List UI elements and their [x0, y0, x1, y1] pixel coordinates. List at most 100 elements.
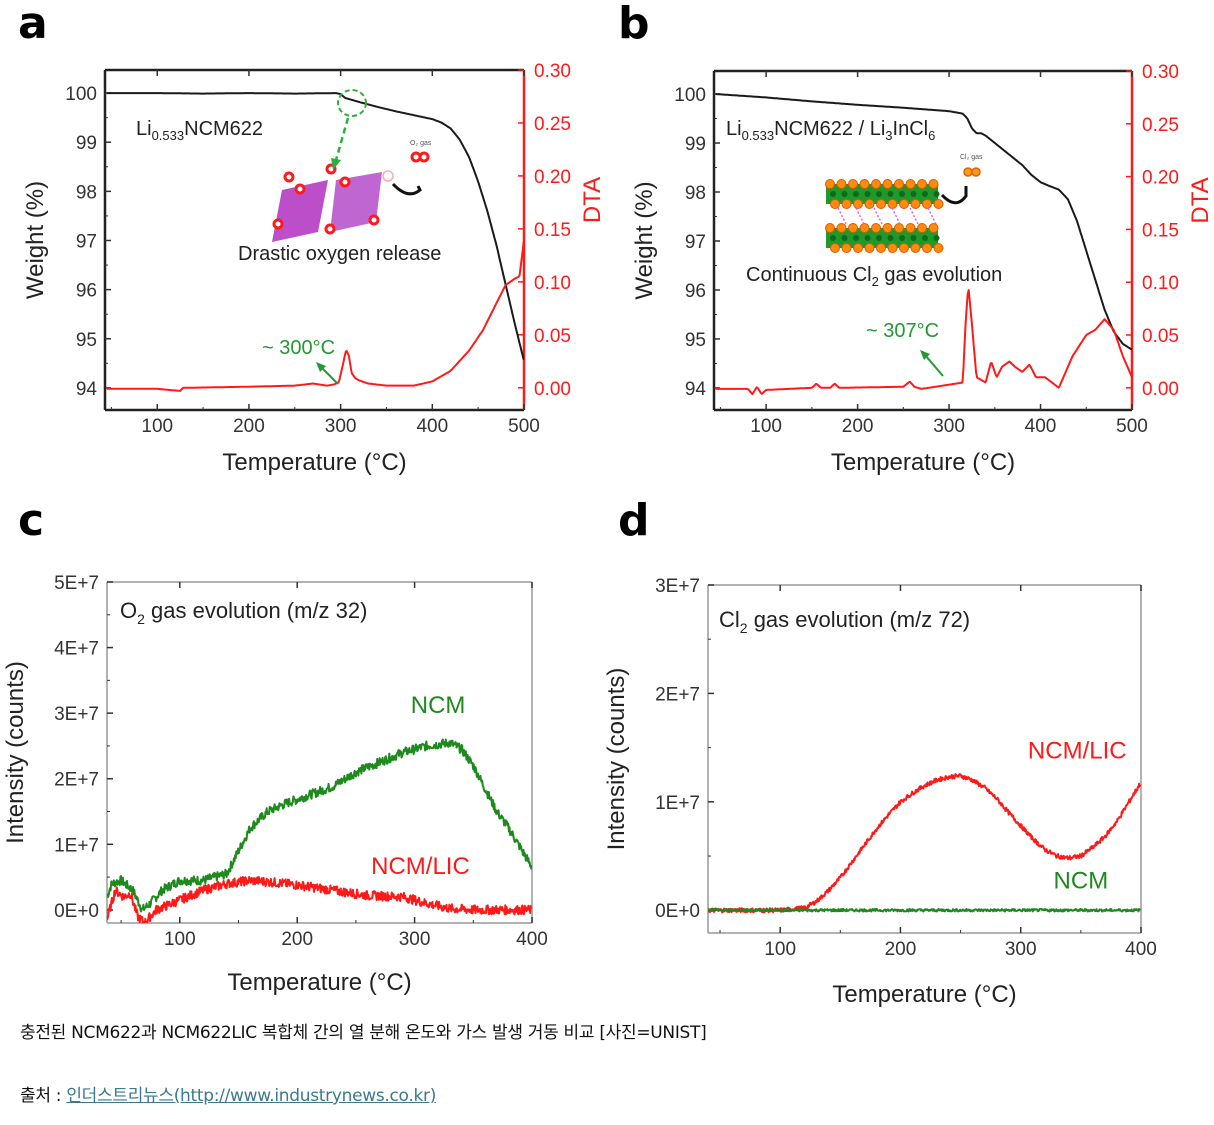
panel-c-axes: 100 200 300 400 Temperature (°C) 0E+0 1E+7 2E+7…: [2, 573, 548, 996]
y2-tick-label: 0.00: [1142, 379, 1179, 400]
y-axis-title: Intensity (counts): [603, 668, 630, 851]
y-tick-label: 94: [685, 379, 707, 400]
onset-label-b: ~ 307°C: [866, 320, 939, 342]
onset-arrow-b: [924, 354, 944, 377]
atom: [864, 191, 871, 197]
atom: [933, 191, 940, 197]
series-label-ncm-lic: NCM/LIC: [1028, 737, 1127, 764]
x-tick-label: 300: [933, 416, 965, 437]
atom: [825, 223, 835, 233]
panel-a: a 100 200 300 400 500 Temperature (°C) 94 95 96 9…: [18, 0, 606, 476]
highlight-circle: [337, 89, 367, 117]
y-tick-label: 95: [685, 330, 706, 351]
series-line-ncm-lic: [708, 773, 1141, 914]
atom: [830, 235, 836, 241]
bond: [927, 207, 937, 225]
atom: [910, 243, 921, 253]
y-tick-label: 1E+7: [655, 793, 700, 814]
atom: [876, 235, 882, 241]
y-tick-label: 1E+7: [54, 835, 99, 856]
atom: [859, 223, 870, 233]
atom: [841, 235, 848, 241]
bond: [873, 207, 883, 225]
x-axis-title: Temperature (°C): [832, 981, 1016, 1008]
x-tick-label: 100: [164, 929, 196, 950]
x-tick-label: 400: [1025, 416, 1057, 437]
atom: [841, 243, 852, 253]
atom: [899, 235, 905, 241]
atom: [876, 199, 886, 209]
y2-tick-label: 0.25: [534, 114, 571, 135]
atom: [859, 179, 870, 189]
atom: [922, 191, 928, 197]
y2-tick-label: 0.20: [1142, 168, 1179, 189]
atom: [905, 223, 916, 233]
series-line-ncm: [708, 907, 1141, 913]
panel-c: c 100 200 300 400 Temperature (°C) 0E+0 1E+7 2E…: [2, 495, 548, 996]
atom: [928, 223, 939, 233]
x-axis-title: Temperature (°C): [831, 449, 1015, 476]
atom: [928, 179, 939, 189]
panel-label-c: c: [18, 495, 44, 546]
source-line: 출처 : 인더스트리뉴스(http://www.industrynews.co.…: [20, 1081, 436, 1106]
figure-caption: 충전된 NCM622과 NCM622LIC 복합체 간의 열 분해 온도와 가스…: [20, 1023, 707, 1043]
y2-tick-label: 0.30: [1142, 62, 1179, 83]
bond: [891, 207, 901, 225]
dashed-arrow-head: [331, 158, 341, 170]
atom: [910, 235, 917, 241]
panel-a-axes: 100 200 300 400 500 Temperature (°C) 94 95 96 97 9…: [22, 61, 606, 476]
y2-tick-label: 0.10: [534, 273, 571, 294]
series-line-weight: [106, 92, 524, 361]
x-tick-label: 100: [750, 416, 782, 437]
x-tick-label: 500: [1116, 416, 1148, 437]
atom: [899, 243, 909, 253]
y2-axis-title: DTA: [1187, 177, 1214, 223]
x-tick-label: 200: [281, 929, 313, 950]
atom: [876, 243, 886, 253]
atom: [853, 199, 863, 209]
series-line-ncm-lic: [107, 876, 532, 923]
gas-label-a: O₂ gas: [410, 140, 432, 147]
y2-axis-title: DTA: [579, 177, 606, 223]
onset-label-a: ~ 300°C: [262, 337, 335, 359]
series-label-ncm: NCM: [411, 692, 466, 719]
x-tick-label: 500: [508, 416, 540, 437]
atom: [864, 199, 875, 209]
y-tick-label: 3E+7: [655, 576, 700, 597]
y-tick-label: 2E+7: [655, 684, 700, 705]
source-link[interactable]: 인더스트리뉴스(http://www.industrynews.co.kr): [66, 1086, 437, 1106]
y2-tick-label: 0.05: [1142, 326, 1179, 347]
atom: [848, 179, 858, 189]
atom: [887, 191, 894, 197]
atom: [910, 199, 921, 209]
y2-tick-label: 0.15: [534, 220, 571, 241]
atom: [841, 191, 848, 197]
atom: [871, 179, 881, 189]
y-tick-label: 100: [65, 84, 97, 105]
atom: [830, 199, 840, 209]
octahedra-illustration: O₂ gas: [272, 140, 432, 242]
x-tick-label: 200: [842, 416, 874, 437]
onset-arrow-head-b: [920, 350, 930, 360]
y-tick-label: 0E+0: [655, 901, 700, 922]
atom: [899, 191, 905, 197]
panel-label-d: d: [618, 495, 650, 546]
atom: [933, 199, 944, 209]
bond: [855, 207, 865, 225]
y-tick-label: 96: [76, 281, 97, 302]
y2-tick-label: 0.25: [1142, 115, 1179, 136]
series-line-weight: [715, 93, 1132, 351]
atom: [933, 243, 944, 253]
panel-b: b 100 200 300 400 500 Temperature (°C) 94 95 96 9…: [618, 0, 1214, 476]
y-tick-label: 99: [685, 134, 706, 155]
y-tick-label: 4E+7: [54, 639, 99, 660]
y-tick-label: 95: [76, 330, 97, 351]
panel-b-axes: 100 200 300 400 500 Temperature (°C) 94 95 96 97 9…: [631, 62, 1214, 476]
y-tick-label: 97: [76, 231, 97, 252]
atom: [910, 191, 917, 197]
gas-label-b: Cl₂ gas: [960, 154, 983, 161]
series-line-dta: [715, 289, 1132, 396]
atom: [894, 223, 904, 233]
atom: [887, 243, 898, 253]
atom: [841, 199, 852, 209]
